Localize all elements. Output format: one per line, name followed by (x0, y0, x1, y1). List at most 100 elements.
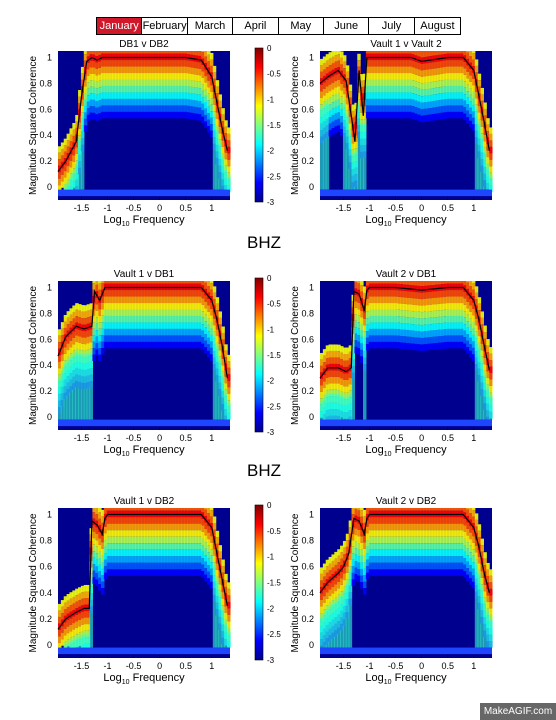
heatmap-cell (451, 281, 456, 284)
heatmap-cell (78, 336, 82, 343)
heatmap-cell (201, 545, 205, 552)
heatmap-cell (414, 305, 419, 312)
heatmap-cell (158, 569, 162, 576)
heatmap-cell (172, 549, 177, 557)
heatmap-cell (414, 337, 419, 344)
heatmap-cell (411, 510, 416, 518)
month-tab-february[interactable]: February (142, 18, 188, 34)
month-tab-april[interactable]: April (233, 18, 279, 34)
heatmap-cell (215, 310, 220, 317)
heatmap-cell (363, 106, 367, 113)
heatmap-cell (224, 383, 228, 390)
heatmap-cell (152, 79, 157, 86)
heatmap-cell (414, 318, 419, 325)
heatmap-cell (146, 341, 151, 349)
heatmap-cell (357, 92, 361, 100)
heatmap-cell (477, 86, 482, 94)
heatmap-cell (169, 562, 174, 570)
heatmap-cell (132, 73, 136, 80)
heatmap-cell (423, 298, 427, 306)
heatmap-cell (471, 91, 476, 99)
heatmap-cell (75, 638, 79, 648)
heatmap-cell (440, 543, 444, 550)
heatmap-cell (454, 283, 459, 291)
heatmap-cell (374, 283, 378, 291)
heatmap-cell (72, 122, 76, 130)
heatmap-cell (121, 296, 125, 304)
heatmap-cell (161, 510, 165, 518)
month-tab-march[interactable]: March (187, 18, 234, 34)
heatmap-cell (224, 586, 228, 594)
heatmap-cell (431, 304, 436, 311)
heatmap-cell (417, 108, 421, 115)
heatmap-cell (463, 61, 467, 69)
heatmap-cell (463, 68, 467, 75)
heatmap-cell (397, 523, 401, 531)
x-axis-label-sub: 10 (384, 679, 392, 686)
heatmap-cell (172, 92, 177, 99)
heatmap-cell (146, 111, 151, 119)
heatmap-cell (337, 390, 341, 397)
heatmap-cell (118, 549, 122, 557)
month-tab-june[interactable]: June (323, 18, 370, 34)
heatmap-cell (434, 343, 439, 350)
heatmap-cell (103, 526, 108, 534)
heatmap-cell (377, 53, 381, 61)
heatmap-cell (406, 569, 410, 576)
heatmap-cell (374, 60, 378, 67)
heatmap-cell (215, 543, 220, 551)
heatmap-cell (440, 303, 444, 311)
heatmap-cell (383, 51, 387, 54)
heatmap-cell (169, 556, 174, 563)
heatmap-cell (371, 556, 376, 563)
heatmap-cell (365, 305, 370, 312)
heatmap-cell (460, 536, 464, 544)
heatmap-cell (331, 89, 335, 96)
heatmap-cell (86, 336, 91, 344)
heatmap-cell (78, 626, 82, 633)
heatmap-cell (66, 360, 71, 420)
month-tab-july[interactable]: July (369, 18, 415, 34)
heatmap-cell (417, 114, 421, 122)
heatmap-cell (431, 536, 436, 544)
heatmap-cell (477, 80, 482, 87)
heatmap-cell (426, 330, 430, 338)
heatmap-cell (86, 310, 91, 318)
heatmap-cell (204, 529, 208, 536)
month-tab-january[interactable]: January (97, 18, 143, 34)
heatmap-cell (58, 335, 62, 343)
heatmap-cell (345, 546, 350, 554)
heatmap-cell (152, 111, 157, 119)
heatmap-cell (443, 536, 447, 544)
heatmap-cell (477, 556, 482, 564)
heatmap-cell (215, 323, 220, 330)
month-tab-may[interactable]: May (278, 18, 324, 34)
heatmap-cell (178, 328, 182, 336)
heatmap-cell (178, 296, 182, 304)
heatmap-cell (106, 290, 111, 297)
heatmap-cell (340, 352, 344, 360)
heatmap-cell (227, 127, 231, 134)
month-tab-august[interactable]: August (414, 18, 461, 34)
heatmap-cell (417, 62, 421, 70)
heatmap-cell (363, 73, 367, 81)
heatmap-cell (457, 530, 462, 537)
heatmap-cell (189, 112, 194, 120)
heatmap-cell (58, 378, 62, 420)
y-tick-label: 0 (47, 412, 52, 422)
heatmap-cell (460, 281, 464, 284)
heatmap-cell (126, 335, 131, 342)
heatmap-cell (164, 66, 168, 74)
heatmap-cell (431, 107, 436, 115)
heatmap-cell (161, 290, 165, 297)
heatmap-cell (192, 87, 197, 94)
heatmap-cell (227, 354, 231, 362)
heatmap-cell (394, 73, 398, 80)
heatmap-cell (204, 82, 208, 90)
heatmap-cell (63, 184, 68, 191)
heatmap-cell (434, 517, 439, 524)
heatmap-cell (198, 309, 202, 316)
heatmap-cell (351, 540, 355, 547)
heatmap-cell (144, 281, 148, 284)
heatmap-cell (132, 543, 136, 550)
